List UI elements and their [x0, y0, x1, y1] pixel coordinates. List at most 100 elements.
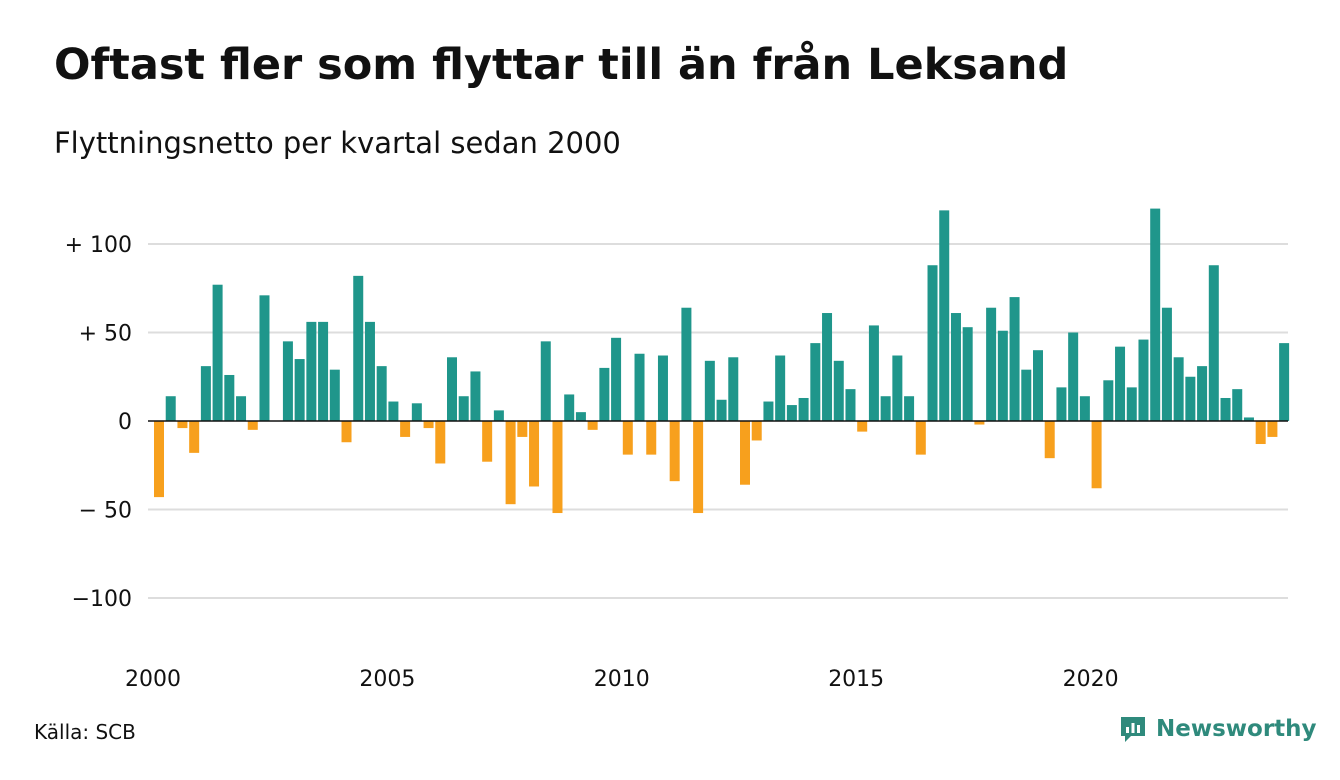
newsworthy-logo-icon: [1121, 717, 1145, 742]
bar: [376, 366, 387, 421]
x-tick-label: 2000: [125, 667, 181, 692]
bar: [833, 360, 844, 421]
bar: [1161, 307, 1172, 421]
bar: [740, 421, 750, 485]
bar: [657, 355, 668, 421]
x-tick-label: 2010: [594, 667, 650, 692]
bar: [1021, 369, 1032, 421]
bar-chart: + 100 + 50 0 − 50 −100 2000 2005 2010 2015 2020: [65, 208, 1290, 692]
bar: [845, 389, 856, 421]
bar: [364, 321, 375, 421]
bar: [493, 410, 504, 421]
bar: [939, 210, 950, 421]
bar: [517, 421, 528, 437]
bar: [564, 394, 575, 421]
bar: [341, 421, 352, 443]
bar: [189, 421, 200, 453]
brand-name: Newsworthy: [1156, 716, 1317, 742]
bar: [1126, 387, 1137, 421]
bar: [915, 421, 926, 455]
grid-lines: [148, 243, 1288, 599]
bar: [212, 284, 223, 421]
bar: [400, 421, 411, 437]
bar: [927, 265, 938, 421]
bar: [154, 421, 164, 498]
source-note: Källa: SCB: [34, 720, 136, 744]
bar: [388, 401, 399, 421]
bar: [177, 421, 188, 429]
bar: [1232, 389, 1243, 421]
bar: [200, 366, 211, 421]
y-tick-label: + 50: [79, 322, 132, 347]
bar: [810, 343, 821, 421]
bar: [786, 405, 797, 421]
bar: [411, 403, 422, 421]
bar: [962, 327, 973, 421]
bar: [1115, 346, 1126, 421]
bar: [986, 307, 997, 421]
bar: [1208, 265, 1219, 421]
bar: [716, 399, 727, 421]
bar: [634, 353, 645, 421]
bar: [540, 341, 551, 421]
bar: [693, 421, 704, 514]
bar: [599, 367, 610, 421]
bar: [1044, 421, 1055, 459]
bar: [236, 396, 247, 421]
bar: [1267, 421, 1278, 437]
x-tick-label: 2005: [359, 667, 415, 692]
bar: [857, 421, 868, 432]
bar: [681, 307, 692, 421]
bar: [306, 321, 317, 421]
bar: [611, 337, 622, 421]
y-tick-label: − 50: [79, 499, 132, 524]
bar: [224, 374, 235, 421]
bar: [728, 357, 739, 421]
bar: [798, 397, 809, 421]
bar: [950, 313, 961, 421]
bar: [294, 359, 305, 421]
bar: [447, 357, 457, 421]
newsworthy-brand: Newsworthy: [1118, 714, 1317, 744]
bar: [458, 396, 469, 421]
bar: [1279, 343, 1290, 421]
bar: [587, 421, 598, 430]
bar: [1255, 421, 1266, 445]
bar: [622, 421, 633, 455]
bar: [482, 421, 493, 462]
bar: [880, 396, 891, 421]
bar: [353, 275, 364, 421]
bar: [669, 421, 680, 482]
bar: [282, 341, 293, 421]
bar: [329, 369, 340, 421]
bar: [1068, 332, 1079, 421]
x-tick-label: 2015: [828, 667, 884, 692]
bar: [165, 396, 176, 421]
y-tick-label: −100: [72, 587, 132, 612]
bar: [751, 421, 762, 441]
bar: [868, 325, 879, 421]
x-tick-label: 2020: [1063, 667, 1119, 692]
bar: [318, 321, 329, 421]
bar: [1150, 208, 1161, 421]
bar: [997, 330, 1008, 421]
bar: [1220, 397, 1231, 421]
bar: [822, 313, 833, 421]
bar: [1197, 366, 1208, 421]
chart-subtitle: Flyttningsnetto per kvartal sedan 2000: [54, 126, 621, 160]
bar: [1173, 357, 1184, 421]
bar: [259, 295, 270, 421]
bar: [1079, 396, 1090, 421]
bar: [704, 360, 715, 421]
bar: [552, 421, 563, 514]
bar: [435, 421, 446, 464]
bar: [904, 396, 915, 421]
bar: [1103, 380, 1114, 421]
bar: [775, 355, 786, 421]
bar: [247, 421, 258, 430]
x-axis-ticks: 2000 2005 2010 2015 2020: [125, 667, 1119, 692]
bar: [646, 421, 657, 455]
bar: [1056, 387, 1067, 421]
bar: [1243, 417, 1254, 421]
bar: [1138, 339, 1149, 421]
